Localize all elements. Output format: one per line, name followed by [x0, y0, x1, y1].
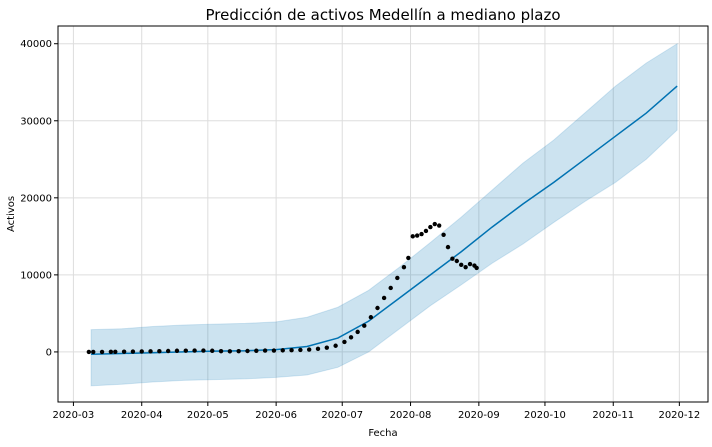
observed-point — [183, 348, 188, 353]
observed-point — [174, 348, 180, 353]
observed-point — [355, 329, 360, 335]
observed-point — [227, 349, 233, 354]
observed-point — [423, 228, 429, 234]
uncertainty-band — [90, 42, 678, 387]
x-axis-label: Fecha — [368, 428, 397, 439]
x-tick-label: 2020-04 — [121, 410, 163, 421]
observed-point — [428, 224, 433, 230]
observed-point — [121, 349, 127, 354]
observed-point — [91, 349, 96, 355]
x-tick-label: 2020-05 — [187, 410, 229, 421]
observed-point — [192, 348, 197, 353]
observed-point — [289, 348, 294, 353]
observed-point — [348, 335, 354, 340]
forecast-line — [91, 85, 678, 355]
observed-point — [395, 275, 400, 281]
observed-point — [148, 349, 153, 354]
chart-title: Predicción de activos Medellín a mediano… — [205, 6, 560, 24]
y-tick-label: 10000 — [20, 270, 52, 281]
observed-point — [210, 348, 215, 353]
observed-point — [333, 343, 338, 348]
x-tick-label: 2020-12 — [658, 410, 700, 421]
observed-point — [436, 223, 442, 228]
observed-point — [139, 349, 144, 354]
observed-point — [450, 256, 455, 261]
observed-point — [280, 348, 285, 353]
x-tick-label: 2020-06 — [255, 410, 297, 421]
observed-point — [368, 315, 374, 320]
observed-point — [388, 285, 393, 291]
observed-point — [375, 305, 380, 311]
y-axis-label: Activos — [6, 196, 17, 232]
observed-point — [414, 233, 420, 238]
observed-point — [113, 349, 118, 354]
observed-point — [298, 347, 303, 353]
observed-point — [254, 348, 259, 353]
observed-point — [401, 264, 407, 270]
observed-point — [445, 244, 451, 250]
observed-point — [315, 346, 321, 352]
plot-frame — [57, 25, 709, 403]
observed-point — [459, 262, 464, 268]
observed-point — [432, 221, 437, 227]
observed-point — [262, 348, 268, 353]
observed-point — [467, 261, 473, 267]
observed-point — [463, 264, 468, 270]
y-tick-label: 0 — [46, 347, 52, 358]
observed-point — [218, 348, 224, 354]
observed-point — [271, 348, 277, 353]
observed-point — [130, 349, 136, 354]
observed-point — [441, 232, 446, 238]
y-tick-label: 20000 — [20, 193, 52, 204]
x-tick-label: 2020-10 — [524, 410, 566, 421]
y-tick-label: 40000 — [20, 39, 52, 50]
x-tick-label: 2020-07 — [321, 410, 363, 421]
x-tick-label: 2020-11 — [592, 410, 634, 421]
observed-point — [362, 323, 367, 328]
observed-point — [99, 349, 105, 355]
observed-point — [201, 348, 206, 353]
observed-point — [86, 349, 92, 355]
observed-point — [108, 349, 114, 354]
x-tick-label: 2020-08 — [390, 410, 432, 421]
observed-point — [157, 348, 162, 354]
observed-point — [342, 339, 347, 345]
observed-point — [474, 265, 479, 271]
observed-point — [419, 231, 424, 237]
observed-point — [381, 295, 387, 301]
y-tick-label: 30000 — [20, 116, 52, 127]
x-tick-label: 2020-09 — [458, 410, 500, 421]
observed-point — [410, 234, 415, 239]
observed-point — [406, 255, 411, 261]
x-tick-label: 2020-03 — [53, 410, 95, 421]
observed-point — [306, 347, 312, 352]
observed-point — [454, 258, 460, 264]
observed-point — [245, 348, 250, 354]
observed-point — [165, 348, 171, 354]
observed-point — [324, 345, 330, 350]
observed-point — [236, 348, 241, 354]
